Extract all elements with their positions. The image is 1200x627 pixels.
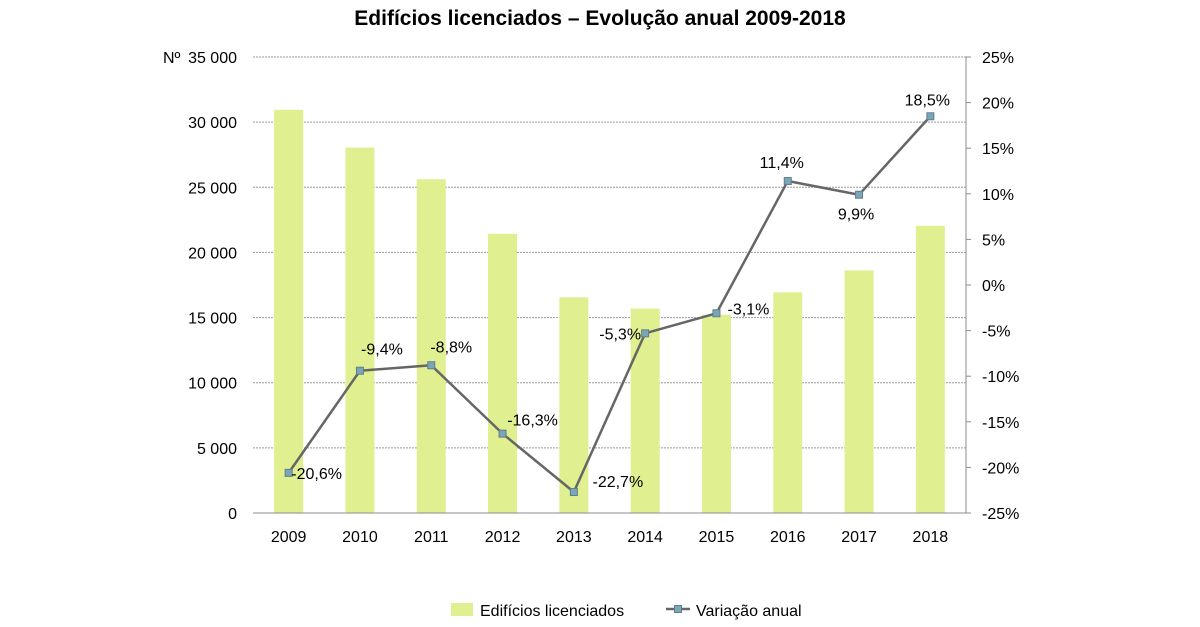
legend-label-edificios: Edifícios licenciados [480, 603, 624, 620]
x-tick-label: 2017 [841, 529, 877, 546]
data-label: -20,6% [291, 466, 342, 483]
y-left-tick-label: 0 [228, 506, 237, 523]
x-tick-label: 2016 [770, 529, 806, 546]
x-tick-label: 2014 [627, 529, 663, 546]
data-label: -8,8% [430, 339, 472, 356]
line-point-2017 [855, 190, 864, 199]
line-variacao-anual [287, 115, 932, 494]
y-left-tick-label: 20 000 [188, 245, 237, 262]
bar-2010 [345, 147, 375, 513]
x-tick-label: 2012 [485, 529, 521, 546]
y-left-tick-label: 5 000 [197, 441, 237, 458]
x-tick-label: 2018 [913, 529, 949, 546]
data-label: 18,5% [905, 92, 950, 109]
line-point-2009 [284, 468, 293, 477]
line-series [284, 112, 935, 497]
legend-swatch-edificios [451, 603, 473, 616]
x-tick-label: 2013 [556, 529, 592, 546]
bar-series [274, 109, 945, 513]
axes: 0 5 000 10 000 15 000 20 000 25 000 30 000 35 0… [163, 50, 1019, 546]
bar-2015 [701, 314, 731, 513]
y-left-tick-label: 10 000 [188, 376, 237, 393]
x-tick-label: 2010 [342, 529, 378, 546]
legend-label-variacao: Variação anual [696, 603, 802, 620]
y-left-tick-label: 15 000 [188, 311, 237, 328]
y-right-tick-label: -20% [982, 460, 1019, 477]
y-left-axis-label: Nº [163, 50, 181, 67]
bar-2012 [488, 233, 518, 513]
line-point-2010 [355, 366, 364, 375]
bar-2011 [416, 179, 446, 513]
y-left-tick-label: 30 000 [188, 115, 237, 132]
line-point-2012 [498, 429, 507, 438]
data-label: -16,3% [507, 413, 558, 430]
data-label: 11,4% [760, 155, 804, 172]
y-right-tick-label: 15% [982, 141, 1014, 158]
legend-marker-variacao [674, 605, 682, 613]
y-right-tick-label: -10% [982, 369, 1019, 386]
bar-2017 [844, 270, 874, 513]
line-point-2015 [712, 309, 721, 318]
chart-title: Edifícios licenciados – Evolução anual 2… [354, 7, 846, 30]
line-point-2011 [427, 361, 436, 370]
y-left-tick-label: 35 000 [188, 50, 237, 67]
y-right-tick-label: 20% [982, 96, 1014, 113]
y-right-tick-label: 0% [982, 278, 1005, 295]
x-tick-label: 2011 [414, 529, 449, 546]
y-right-tick-label: -25% [982, 506, 1019, 523]
y-left-tick-label: 25 000 [188, 180, 237, 197]
y-right-tick-label: -15% [982, 415, 1019, 432]
line-point-2016 [783, 177, 792, 186]
line-point-2018 [926, 112, 935, 121]
y-right-tick-label: 10% [982, 187, 1014, 204]
data-labels: -20,6% -9,4% -8,8% -16,3% -22,7% -5,3% -3,1% 11… [291, 92, 950, 491]
data-label: 9,9% [838, 207, 874, 224]
bar-2014 [630, 308, 660, 513]
data-label: -5,3% [599, 326, 641, 343]
legend: Edifícios licenciados Variação anual [451, 603, 802, 620]
bar-2016 [773, 292, 803, 513]
line-point-2013 [569, 488, 578, 497]
x-tick-label: 2015 [699, 529, 735, 546]
bar-2018 [915, 225, 945, 513]
bar-2009 [274, 109, 304, 513]
y-right-tick-label: 5% [982, 232, 1005, 249]
y-right-tick-label: -5% [982, 324, 1010, 341]
data-label: -22,7% [592, 474, 643, 491]
bar-2013 [559, 297, 589, 513]
y-right-tick-label: 25% [982, 50, 1014, 67]
data-label: -9,4% [361, 342, 403, 359]
line-point-2014 [641, 329, 650, 338]
x-tick-label: 2009 [271, 529, 307, 546]
data-label: -3,1% [728, 301, 770, 318]
